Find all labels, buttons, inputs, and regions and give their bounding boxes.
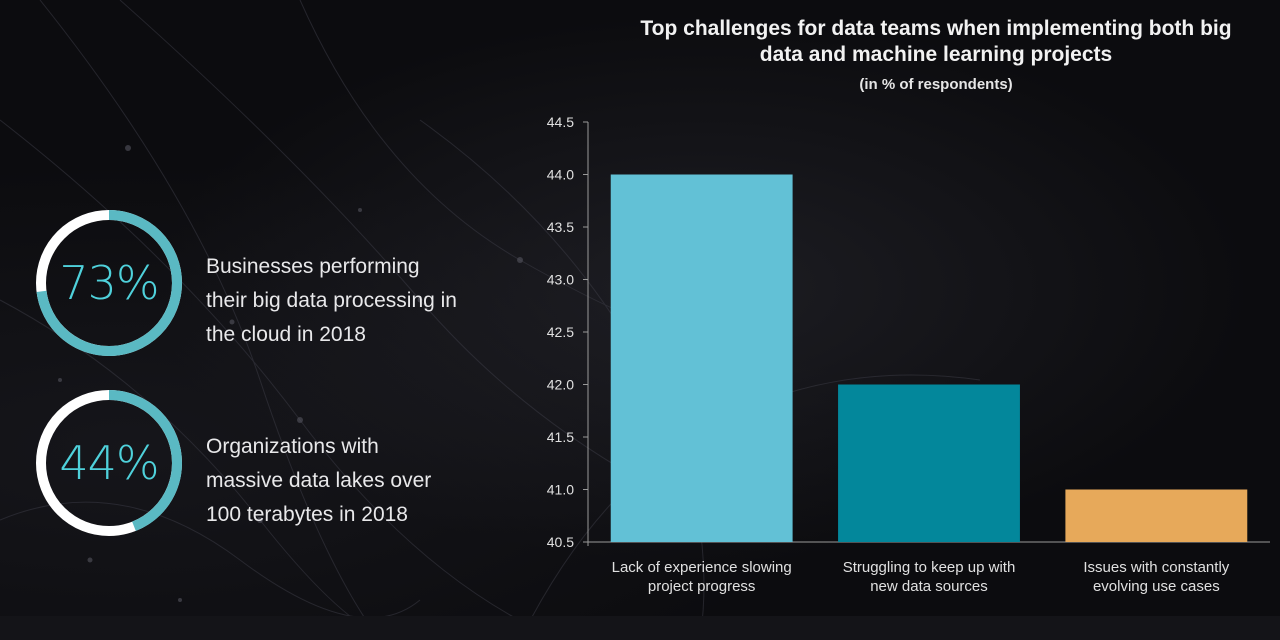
- y-tick-label: 42.5: [547, 324, 574, 340]
- y-tick-label: 40.5: [547, 534, 574, 550]
- chart-title: Top challenges for data teams when imple…: [640, 17, 1232, 66]
- y-tick-label: 43.0: [547, 272, 574, 288]
- ring-progress: [36, 390, 182, 536]
- x-tick-label: evolving use cases: [1093, 578, 1220, 595]
- stat-data-lakes: 44% Organizations with massive data lake…: [34, 388, 494, 538]
- bar: [610, 174, 793, 542]
- y-tick-label: 41.0: [547, 482, 574, 498]
- chart-subtitle: (in % of respondents): [859, 76, 1013, 93]
- stat-value: 73%: [59, 256, 159, 310]
- x-tick-label: Struggling to keep up with: [843, 559, 1016, 576]
- x-tick-label: Issues with constantly: [1083, 559, 1229, 576]
- x-tick-label: project progress: [648, 578, 756, 595]
- stat-description: Businesses performing their big data pro…: [206, 255, 457, 346]
- stat-ring-cloud-processing: [36, 210, 182, 356]
- stat-cloud-processing: 73% Businesses performing their big data…: [34, 208, 494, 358]
- bar: [1065, 489, 1248, 542]
- y-tick-label: 43.5: [547, 219, 574, 235]
- y-tick-label: 44.5: [547, 114, 574, 130]
- bar: [838, 384, 1020, 542]
- bottom-strip: [0, 616, 1280, 640]
- y-tick-label: 42.0: [547, 377, 574, 393]
- y-tick-label: 41.5: [547, 429, 574, 445]
- x-tick-label: Lack of experience slowing: [612, 559, 792, 576]
- ring-progress: [36, 210, 182, 356]
- y-tick-label: 44.0: [547, 167, 574, 183]
- x-tick-label: new data sources: [870, 578, 988, 595]
- stat-ring-data-lakes: [36, 390, 182, 536]
- stat-value: 44%: [59, 436, 159, 490]
- stat-description: Organizations with massive data lakes ov…: [206, 435, 432, 526]
